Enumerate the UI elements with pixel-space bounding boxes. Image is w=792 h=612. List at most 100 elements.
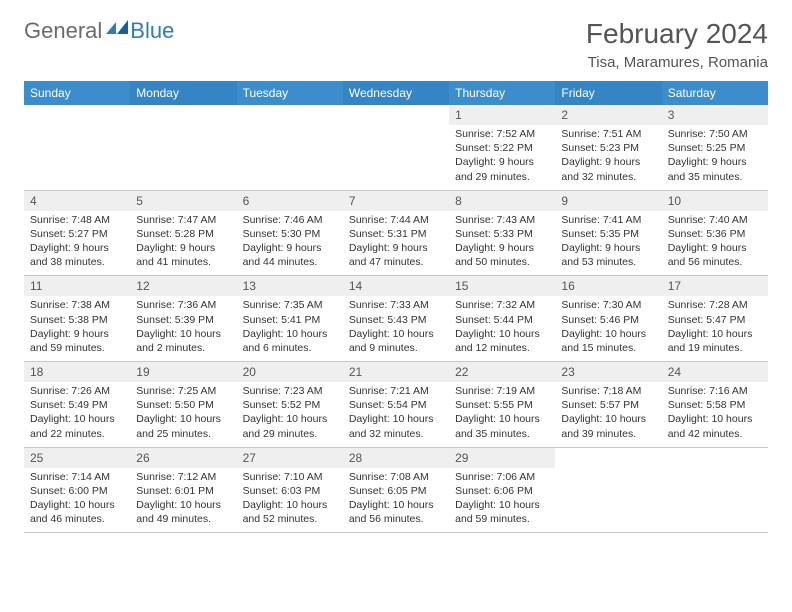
sunset-text: Sunset: 5:27 PM <box>30 227 124 241</box>
day-details: Sunrise: 7:12 AMSunset: 6:01 PMDaylight:… <box>130 468 236 533</box>
calendar-cell: 20Sunrise: 7:23 AMSunset: 5:52 PMDayligh… <box>237 362 343 448</box>
day-details: Sunrise: 7:48 AMSunset: 5:27 PMDaylight:… <box>24 211 130 276</box>
sunset-text: Sunset: 6:01 PM <box>136 484 230 498</box>
sunset-text: Sunset: 5:55 PM <box>455 398 549 412</box>
header: General Blue February 2024 Tisa, Maramur… <box>24 18 768 71</box>
sunrise-text: Sunrise: 7:30 AM <box>561 298 655 312</box>
sunrise-text: Sunrise: 7:40 AM <box>668 213 762 227</box>
sunrise-text: Sunrise: 7:12 AM <box>136 470 230 484</box>
sunrise-text: Sunrise: 7:14 AM <box>30 470 124 484</box>
sunrise-text: Sunrise: 7:16 AM <box>668 384 762 398</box>
day-number: 13 <box>237 276 343 296</box>
day-details: Sunrise: 7:43 AMSunset: 5:33 PMDaylight:… <box>449 211 555 276</box>
day-number: 3 <box>662 105 768 125</box>
day-header: Friday <box>555 81 661 105</box>
daylight-text: Daylight: 10 hours and 22 minutes. <box>30 412 124 440</box>
day-header: Monday <box>130 81 236 105</box>
day-details: Sunrise: 7:38 AMSunset: 5:38 PMDaylight:… <box>24 296 130 361</box>
calendar-cell: 19Sunrise: 7:25 AMSunset: 5:50 PMDayligh… <box>130 362 236 448</box>
day-details: Sunrise: 7:36 AMSunset: 5:39 PMDaylight:… <box>130 296 236 361</box>
sunrise-text: Sunrise: 7:32 AM <box>455 298 549 312</box>
sunrise-text: Sunrise: 7:51 AM <box>561 127 655 141</box>
day-details: Sunrise: 7:25 AMSunset: 5:50 PMDaylight:… <box>130 382 236 447</box>
sunrise-text: Sunrise: 7:10 AM <box>243 470 337 484</box>
day-number: 2 <box>555 105 661 125</box>
sunrise-text: Sunrise: 7:50 AM <box>668 127 762 141</box>
sunrise-text: Sunrise: 7:35 AM <box>243 298 337 312</box>
day-details: Sunrise: 7:52 AMSunset: 5:22 PMDaylight:… <box>449 125 555 190</box>
daylight-text: Daylight: 10 hours and 52 minutes. <box>243 498 337 526</box>
logo: General Blue <box>24 18 174 44</box>
daylight-text: Daylight: 9 hours and 47 minutes. <box>349 241 443 269</box>
calendar-cell: 29Sunrise: 7:06 AMSunset: 6:06 PMDayligh… <box>449 447 555 533</box>
day-number: 24 <box>662 362 768 382</box>
sunrise-text: Sunrise: 7:25 AM <box>136 384 230 398</box>
day-details: Sunrise: 7:28 AMSunset: 5:47 PMDaylight:… <box>662 296 768 361</box>
calendar-week: 18Sunrise: 7:26 AMSunset: 5:49 PMDayligh… <box>24 362 768 448</box>
sunset-text: Sunset: 5:38 PM <box>30 313 124 327</box>
daylight-text: Daylight: 10 hours and 35 minutes. <box>455 412 549 440</box>
calendar-cell: 28Sunrise: 7:08 AMSunset: 6:05 PMDayligh… <box>343 447 449 533</box>
sunset-text: Sunset: 5:47 PM <box>668 313 762 327</box>
day-number: 19 <box>130 362 236 382</box>
day-number: 25 <box>24 448 130 468</box>
daylight-text: Daylight: 10 hours and 9 minutes. <box>349 327 443 355</box>
sunrise-text: Sunrise: 7:06 AM <box>455 470 549 484</box>
location: Tisa, Maramures, Romania <box>586 54 768 71</box>
day-number: 27 <box>237 448 343 468</box>
day-header: Wednesday <box>343 81 449 105</box>
day-number: 20 <box>237 362 343 382</box>
calendar-cell <box>555 447 661 533</box>
sunset-text: Sunset: 5:41 PM <box>243 313 337 327</box>
day-details <box>130 111 236 169</box>
sunrise-text: Sunrise: 7:44 AM <box>349 213 443 227</box>
daylight-text: Daylight: 9 hours and 44 minutes. <box>243 241 337 269</box>
daylight-text: Daylight: 9 hours and 53 minutes. <box>561 241 655 269</box>
sunset-text: Sunset: 5:28 PM <box>136 227 230 241</box>
day-details: Sunrise: 7:08 AMSunset: 6:05 PMDaylight:… <box>343 468 449 533</box>
daylight-text: Daylight: 10 hours and 12 minutes. <box>455 327 549 355</box>
day-details: Sunrise: 7:21 AMSunset: 5:54 PMDaylight:… <box>343 382 449 447</box>
calendar-week: 1Sunrise: 7:52 AMSunset: 5:22 PMDaylight… <box>24 105 768 190</box>
daylight-text: Daylight: 10 hours and 59 minutes. <box>455 498 549 526</box>
day-details <box>555 454 661 512</box>
daylight-text: Daylight: 9 hours and 29 minutes. <box>455 155 549 183</box>
calendar-cell: 11Sunrise: 7:38 AMSunset: 5:38 PMDayligh… <box>24 276 130 362</box>
day-number: 11 <box>24 276 130 296</box>
daylight-text: Daylight: 10 hours and 15 minutes. <box>561 327 655 355</box>
sunrise-text: Sunrise: 7:19 AM <box>455 384 549 398</box>
day-details: Sunrise: 7:10 AMSunset: 6:03 PMDaylight:… <box>237 468 343 533</box>
calendar-cell <box>343 105 449 190</box>
sunrise-text: Sunrise: 7:38 AM <box>30 298 124 312</box>
day-details: Sunrise: 7:32 AMSunset: 5:44 PMDaylight:… <box>449 296 555 361</box>
sunset-text: Sunset: 5:46 PM <box>561 313 655 327</box>
logo-text-general: General <box>24 18 102 44</box>
sunrise-text: Sunrise: 7:48 AM <box>30 213 124 227</box>
day-number: 10 <box>662 191 768 211</box>
day-details: Sunrise: 7:16 AMSunset: 5:58 PMDaylight:… <box>662 382 768 447</box>
day-number: 28 <box>343 448 449 468</box>
calendar-cell: 13Sunrise: 7:35 AMSunset: 5:41 PMDayligh… <box>237 276 343 362</box>
sunrise-text: Sunrise: 7:18 AM <box>561 384 655 398</box>
day-header: Thursday <box>449 81 555 105</box>
calendar-cell: 24Sunrise: 7:16 AMSunset: 5:58 PMDayligh… <box>662 362 768 448</box>
calendar-cell: 16Sunrise: 7:30 AMSunset: 5:46 PMDayligh… <box>555 276 661 362</box>
sunset-text: Sunset: 6:05 PM <box>349 484 443 498</box>
sunset-text: Sunset: 5:31 PM <box>349 227 443 241</box>
daylight-text: Daylight: 9 hours and 35 minutes. <box>668 155 762 183</box>
daylight-text: Daylight: 10 hours and 29 minutes. <box>243 412 337 440</box>
day-header: Sunday <box>24 81 130 105</box>
calendar-cell: 26Sunrise: 7:12 AMSunset: 6:01 PMDayligh… <box>130 447 236 533</box>
day-details: Sunrise: 7:19 AMSunset: 5:55 PMDaylight:… <box>449 382 555 447</box>
day-details: Sunrise: 7:35 AMSunset: 5:41 PMDaylight:… <box>237 296 343 361</box>
sunset-text: Sunset: 5:35 PM <box>561 227 655 241</box>
day-details: Sunrise: 7:41 AMSunset: 5:35 PMDaylight:… <box>555 211 661 276</box>
sunset-text: Sunset: 5:43 PM <box>349 313 443 327</box>
day-details: Sunrise: 7:47 AMSunset: 5:28 PMDaylight:… <box>130 211 236 276</box>
calendar-cell: 7Sunrise: 7:44 AMSunset: 5:31 PMDaylight… <box>343 190 449 276</box>
day-header: Tuesday <box>237 81 343 105</box>
sunrise-text: Sunrise: 7:26 AM <box>30 384 124 398</box>
calendar-cell: 14Sunrise: 7:33 AMSunset: 5:43 PMDayligh… <box>343 276 449 362</box>
day-number: 8 <box>449 191 555 211</box>
calendar-cell: 1Sunrise: 7:52 AMSunset: 5:22 PMDaylight… <box>449 105 555 190</box>
